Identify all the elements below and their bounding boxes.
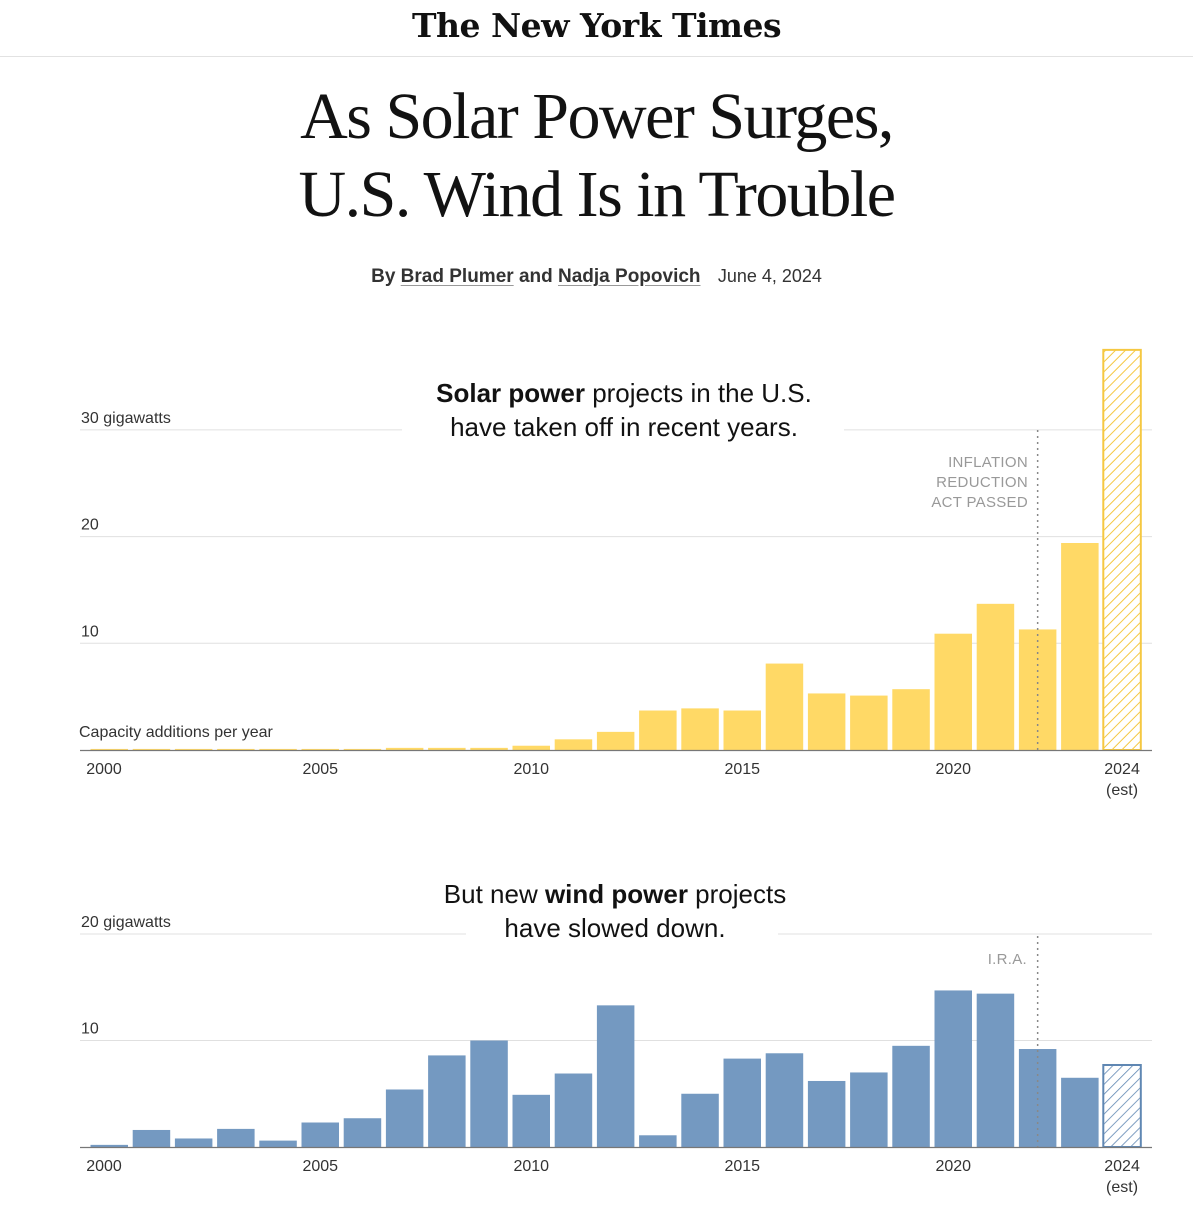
solar-bar-2002 — [174, 748, 213, 750]
solar-x-tick-label: 2024 — [1104, 761, 1140, 778]
solar-x-tick-label: 2000 — [86, 761, 122, 778]
wind-bar-2005 — [301, 1122, 339, 1147]
publish-date: June 4, 2024 — [717, 266, 822, 286]
author-link-1[interactable]: Brad Plumer — [400, 266, 514, 287]
solar-bar-2005 — [301, 748, 339, 750]
wind-chart-title-line-1: But new wind power projects — [444, 879, 786, 909]
wind-bar-2021 — [976, 993, 1015, 1147]
headline-line-2: U.S. Wind Is in Trouble — [298, 158, 896, 231]
wind-bar-2020 — [934, 990, 972, 1147]
solar-bar-2018 — [850, 695, 888, 750]
wind-chart: 20 gigawatts 10 2000 2005 2010 2015 2020 2024 (e… — [80, 879, 1152, 1196]
wind-bar-2001 — [132, 1129, 171, 1147]
solar-annotation-label: INFLATION — [948, 454, 1028, 471]
solar-bar-2001 — [132, 748, 171, 750]
wind-bar-2002 — [174, 1138, 213, 1147]
solar-bar-2015 — [723, 710, 761, 750]
headline-line-1: As Solar Power Surges, — [300, 80, 894, 153]
solar-y-tick-label: 20 — [81, 517, 99, 534]
solar-bar-2010 — [512, 745, 550, 750]
solar-bar-2011 — [554, 739, 593, 750]
byline-by: By — [371, 266, 396, 287]
solar-bar-2006 — [343, 748, 382, 750]
solar-bar-2000 — [90, 748, 128, 750]
solar-x-tick-label: 2015 — [724, 761, 760, 778]
solar-bar-2009 — [470, 747, 508, 750]
solar-x-tick-sublabel: (est) — [1106, 782, 1138, 799]
wind-y-tick-label: 10 — [81, 1021, 99, 1038]
wind-bar-2011 — [554, 1073, 593, 1147]
solar-bar-2016 — [765, 663, 804, 750]
wind-x-tick-sublabel: (est) — [1106, 1179, 1138, 1196]
solar-bar-2023 — [1061, 543, 1099, 750]
wind-bar-2014 — [681, 1093, 719, 1147]
solar-bar-2012 — [596, 731, 635, 750]
solar-chart-title-line-1: Solar power projects in the U.S. — [436, 378, 812, 408]
author-link-2[interactable]: Nadja Popovich — [558, 266, 701, 287]
wind-bar-2018 — [850, 1072, 888, 1147]
masthead[interactable]: The New York Times — [0, 0, 1193, 57]
solar-chart-title-line-2: have taken off in recent years. — [450, 412, 798, 442]
solar-x-tick-label: 2010 — [513, 761, 549, 778]
solar-bar-2020 — [934, 633, 972, 750]
headline: As Solar Power Surges, U.S. Wind Is in T… — [0, 78, 1193, 234]
wind-bar-2003 — [217, 1128, 255, 1147]
wind-x-tick-label: 2000 — [86, 1158, 122, 1175]
solar-y-tick-label: 10 — [81, 623, 99, 640]
wind-bar-2019 — [892, 1045, 930, 1147]
solar-annotation-label: ACT PASSED — [931, 494, 1028, 511]
wind-annotation-label: I.R.A. — [988, 951, 1027, 968]
wind-chart-title-line-2: have slowed down. — [504, 913, 725, 943]
wind-bar-2023 — [1061, 1077, 1099, 1147]
wind-x-tick-label: 2010 — [513, 1158, 549, 1175]
solar-bar-2003 — [217, 748, 255, 750]
wind-bar-2006 — [343, 1118, 382, 1147]
byline: By Brad Plumer and Nadja Popovich June 4… — [0, 266, 1193, 288]
solar-y-tick-label: 30 gigawatts — [81, 410, 171, 427]
wind-x-tick-label: 2005 — [302, 1158, 338, 1175]
wind-bar-2007 — [385, 1089, 424, 1147]
solar-x-tick-label: 2005 — [302, 761, 338, 778]
wind-bar-2024 — [1102, 1063, 1142, 1148]
wind-x-tick-label: 2024 — [1104, 1158, 1140, 1175]
nyt-logo[interactable]: The New York Times — [411, 6, 782, 45]
byline-and: and — [518, 266, 553, 287]
wind-bar-2004 — [259, 1140, 297, 1147]
wind-x-tick-label: 2015 — [724, 1158, 760, 1175]
solar-bar-2007 — [385, 747, 424, 750]
solar-bar-2021 — [976, 603, 1015, 750]
solar-bar-2017 — [807, 693, 846, 750]
wind-y-tick-label: 20 gigawatts — [81, 914, 171, 931]
solar-bar-2019 — [892, 689, 930, 750]
solar-x-tick-label: 2020 — [935, 761, 971, 778]
wind-bar-2008 — [428, 1055, 466, 1147]
wind-bar-2009 — [470, 1040, 508, 1147]
solar-bar-2014 — [681, 708, 719, 750]
solar-subtitle: Capacity additions per year — [79, 724, 274, 741]
solar-annotation-label: REDUCTION — [936, 474, 1028, 491]
solar-bar-2024 — [1102, 348, 1142, 751]
wind-bar-2017 — [807, 1080, 846, 1147]
wind-x-tick-label: 2020 — [935, 1158, 971, 1175]
wind-bar-2012 — [596, 1005, 635, 1147]
wind-bar-2010 — [512, 1094, 550, 1147]
solar-bar-2004 — [259, 748, 297, 750]
solar-bar-2008 — [428, 747, 466, 750]
solar-bar-2013 — [639, 710, 677, 750]
wind-bar-2015 — [723, 1058, 761, 1147]
wind-bar-2013 — [639, 1135, 677, 1147]
wind-bar-2000 — [90, 1144, 128, 1147]
wind-bar-2016 — [765, 1053, 804, 1147]
